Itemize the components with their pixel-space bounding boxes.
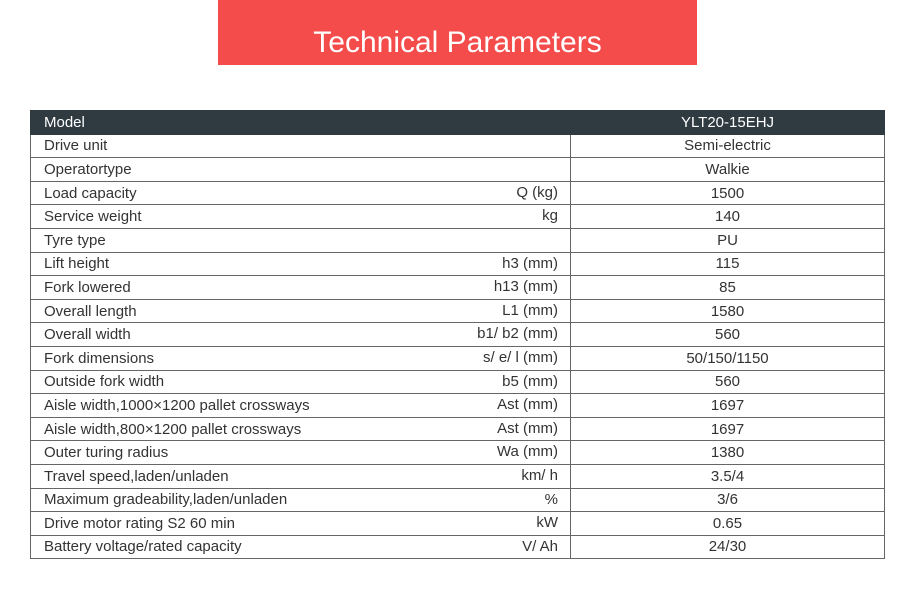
value-cell: 560 [570, 369, 885, 395]
table-row: Tyre type PU [30, 227, 885, 253]
table-row: Aisle width,800×1200 pallet crossways Ast… [30, 416, 885, 442]
label: Fork lowered [44, 278, 131, 296]
label-cell: Aisle width,800×1200 pallet crossways Ast… [30, 416, 571, 442]
value-cell: 85 [570, 275, 885, 300]
label: Drive unit [44, 137, 108, 155]
label: Overall length [44, 302, 137, 320]
label-cell: Overall width b1/ b2 (mm) [30, 322, 571, 347]
unit: km/ h [521, 466, 558, 484]
label-cell: Model [30, 110, 571, 135]
unit: Q (kg) [516, 183, 558, 201]
value-cell: 50/150/1150 [570, 345, 885, 371]
unit: h13 (mm) [493, 278, 558, 296]
label-cell: Service weight kg [30, 204, 571, 229]
label-cell: Drive unit [30, 133, 571, 159]
unit: kg [542, 207, 558, 225]
value-cell: 115 [570, 251, 885, 277]
unit: V/ Ah [522, 537, 558, 555]
label-cell: Overall length L1 (mm) [30, 298, 571, 324]
label-cell: Outer turing radius Wa (mm) [30, 440, 571, 465]
table-row: Drive unit Semi-electric [30, 133, 885, 159]
title-banner: Technical Parameters [218, 0, 697, 65]
label: Drive motor rating S2 60 min [44, 514, 235, 532]
label-cell: Tyre type [30, 227, 571, 253]
unit: Ast (mm) [497, 396, 558, 414]
unit: L1 (mm) [502, 301, 558, 319]
label-cell: Aisle width,1000×1200 pallet crossways As… [30, 393, 571, 418]
label-cell: Travel speed,laden/unladen km/ h [30, 463, 571, 489]
value-cell: 1380 [570, 440, 885, 465]
value-cell: 1697 [570, 393, 885, 418]
label-cell: Fork lowered h13 (mm) [30, 275, 571, 300]
label: Maximum gradeability,laden/unladen [44, 491, 288, 509]
table-row: Overall width b1/ b2 (mm) 560 [30, 322, 885, 347]
label: Lift height [44, 255, 110, 273]
label-cell: Load capacity Q (kg) [30, 180, 571, 206]
label: Fork dimensions [44, 349, 155, 367]
label: Outer turing radius [44, 444, 169, 462]
value-cell: Semi-electric [570, 133, 885, 159]
table-row: Travel speed,laden/unladen km/ h 3.5/4 [30, 463, 885, 489]
label-cell: Maximum gradeability,laden/unladen% [30, 487, 571, 513]
value-cell: 560 [570, 322, 885, 347]
value-cell: 1500 [570, 180, 885, 206]
value-cell: 1580 [570, 298, 885, 324]
value-cell: 0.65 [570, 511, 885, 536]
table-row: Outer turing radius Wa (mm) 1380 [30, 440, 885, 465]
value-cell: YLT20-15EHJ [570, 110, 885, 135]
parameters-table: Model YLT20-15EHJ Drive unit Semi-electric O… [30, 110, 885, 560]
table-row: Overall length L1 (mm) 1580 [30, 298, 885, 324]
label: Overall width [44, 326, 131, 344]
label: Service weight [44, 208, 142, 226]
table-row: Operatortype Walkie [30, 157, 885, 182]
table-row: Outside fork width b5 (mm) 560 [30, 369, 885, 395]
header-row: Model YLT20-15EHJ [30, 110, 885, 135]
label: Aisle width,800×1200 pallet crossways [44, 420, 302, 438]
label: Travel speed,laden/unladen [44, 467, 229, 485]
label: Battery voltage/rated capacity [44, 538, 242, 556]
unit: b1/ b2 (mm) [477, 325, 558, 343]
value-cell: 3/6 [570, 487, 885, 513]
label-cell: Lift height h3 (mm) [30, 251, 571, 277]
label-cell: Operatortype [30, 157, 571, 182]
unit: b5 (mm) [502, 372, 558, 390]
label: Operatortype [44, 160, 132, 178]
value-cell: Walkie [570, 157, 885, 182]
value-cell: 1697 [570, 416, 885, 442]
value-cell: 140 [570, 204, 885, 229]
label-cell: Fork dimensions s/ e/ l (mm) [30, 345, 571, 371]
unit: h3 (mm) [502, 254, 558, 272]
table-row: Load capacity Q (kg) 1500 [30, 180, 885, 206]
label: Model [44, 113, 85, 131]
label-cell: Outside fork width b5 (mm) [30, 369, 571, 395]
table-row: Battery voltage/rated capacity V/ Ah 24/30 [30, 534, 885, 560]
table-row: Service weight kg 140 [30, 204, 885, 229]
unit: Ast (mm) [497, 419, 558, 437]
value-cell: 3.5/4 [570, 463, 885, 489]
label: Aisle width,1000×1200 pallet crossways [44, 396, 310, 414]
table-row: Aisle width,1000×1200 pallet crossways As… [30, 393, 885, 418]
unit: Wa (mm) [496, 443, 558, 461]
value-cell: PU [570, 227, 885, 253]
unit: % [544, 490, 558, 508]
table-row: Fork dimensions s/ e/ l (mm) 50/150/1150 [30, 345, 885, 371]
label-cell: Drive motor rating S2 60 min kW [30, 511, 571, 536]
unit: s/ e/ l (mm) [483, 348, 558, 366]
unit: kW [536, 514, 558, 532]
label: Tyre type [44, 231, 106, 249]
table-row: Drive motor rating S2 60 min kW 0.65 [30, 511, 885, 536]
table-row: Lift height h3 (mm) 115 [30, 251, 885, 277]
table-row: Maximum gradeability,laden/unladen% 3/6 [30, 487, 885, 513]
label: Load capacity [44, 184, 137, 202]
table-row: Fork lowered h13 (mm) 85 [30, 275, 885, 300]
label-cell: Battery voltage/rated capacity V/ Ah [30, 534, 571, 560]
label: Outside fork width [44, 373, 165, 391]
value-cell: 24/30 [570, 534, 885, 560]
